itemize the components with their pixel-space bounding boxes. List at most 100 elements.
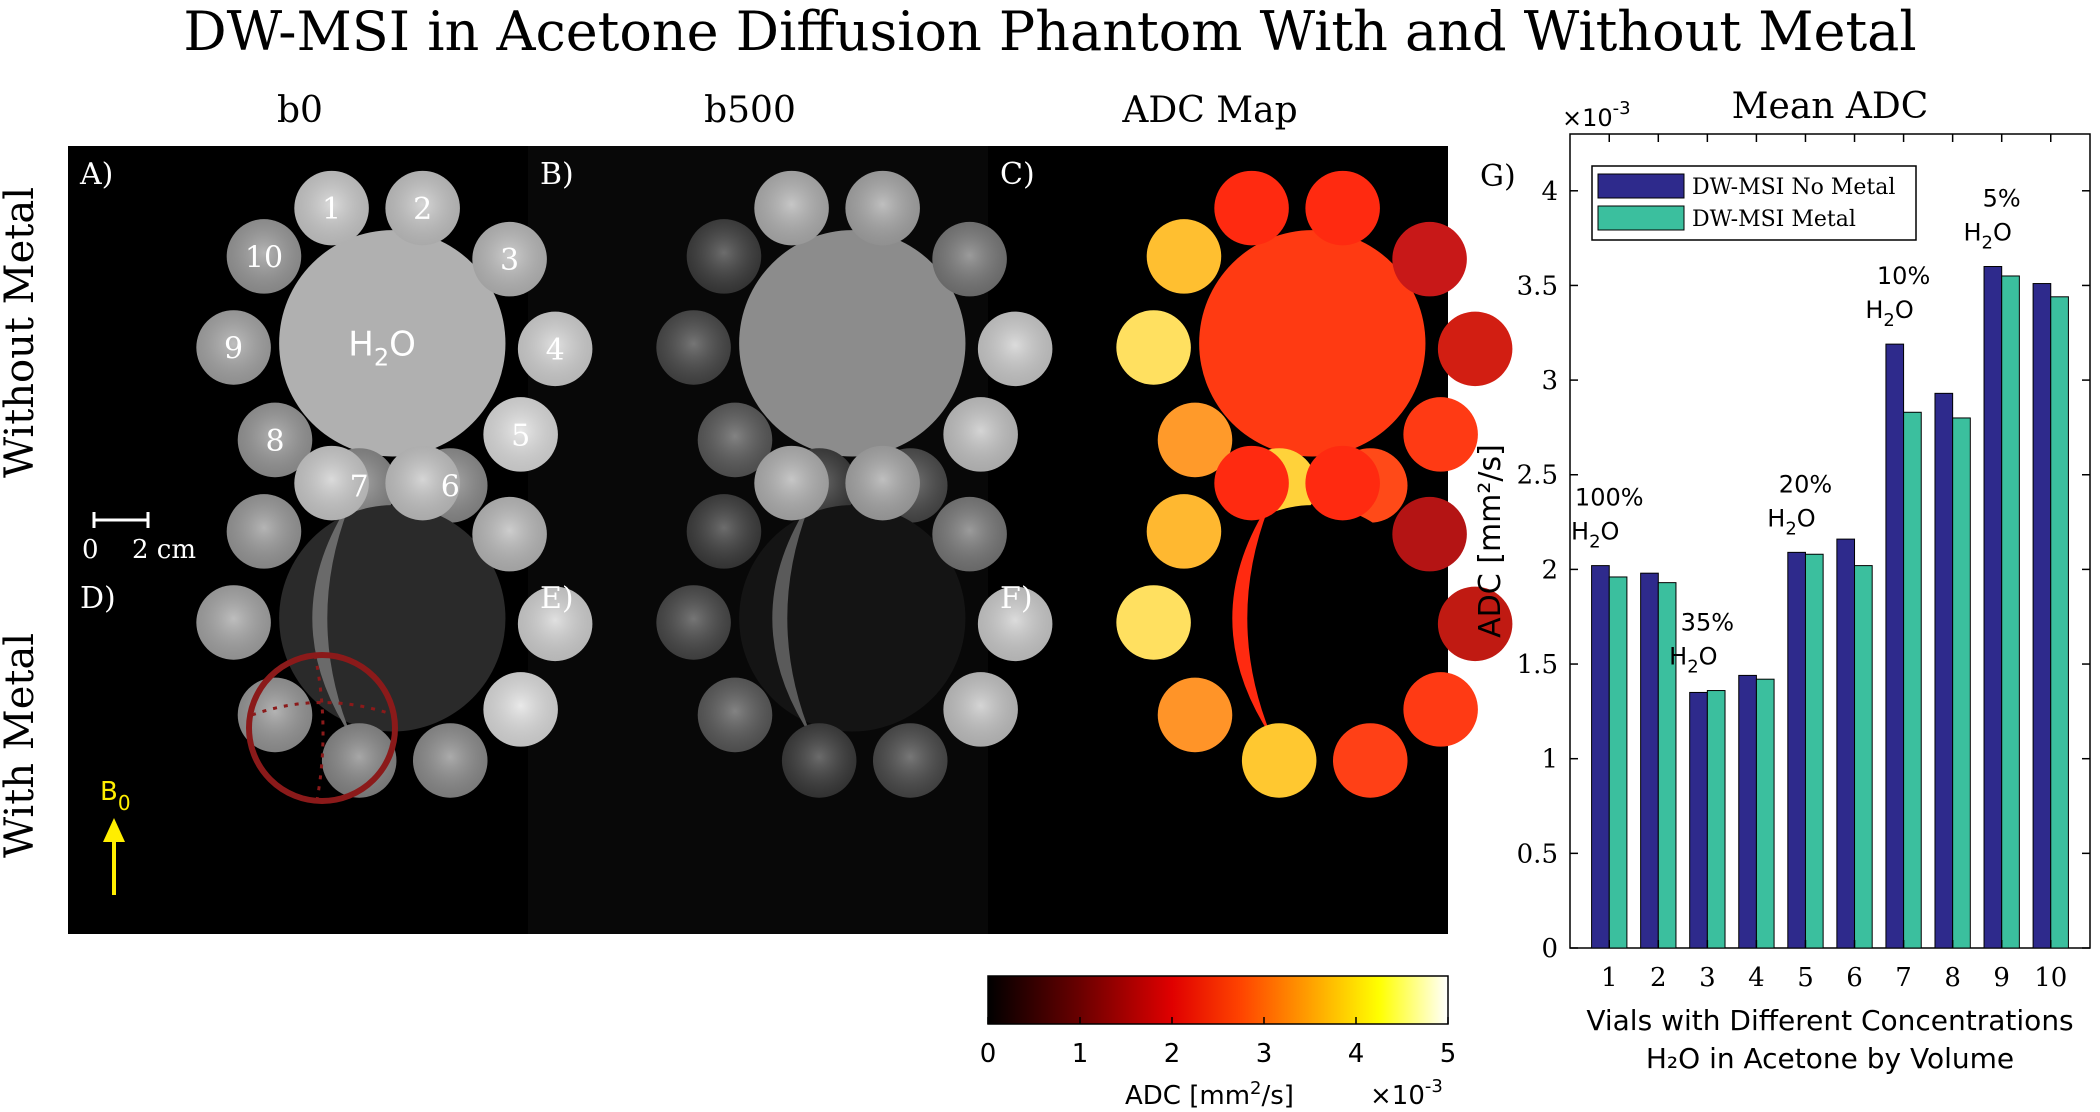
y-axis-label: ADC [mm²/s] [1473, 444, 1508, 638]
vial-8 [1157, 402, 1233, 478]
bar-metal-6 [1854, 565, 1873, 949]
y-tick-label: 1 [1541, 745, 1558, 775]
colorbar-tick-label: 4 [1348, 1039, 1365, 1069]
center-vial [739, 230, 966, 457]
metal-crescent-artifact [312, 498, 353, 739]
center-vial [1199, 230, 1426, 457]
y-tick-label: 0 [1541, 934, 1558, 964]
column-title-b0: b0 [277, 90, 323, 131]
panel-letter-g: G) [1480, 159, 1516, 194]
vial-9 [1116, 310, 1191, 385]
phantom-panel-2-1 [1116, 445, 1513, 798]
scale-bar: 0 2 cm [82, 512, 196, 565]
bar-metal-9 [2001, 275, 2020, 949]
x-tick-label: 4 [1748, 963, 1765, 993]
x-tick-label: 8 [1944, 963, 1961, 993]
vial-label-5: 5 [511, 418, 530, 453]
vial-label-10: 10 [245, 240, 283, 275]
column-title-adc-map: ADC Map [1122, 90, 1298, 131]
vial-2 [1305, 170, 1380, 246]
phantom-panel-1-0 [656, 170, 1053, 523]
bar-chart: Mean ADC ×10-3 G) 0 0.5 1 1.5 2 2.5 3 3.5 4 1 2 3 4… [1473, 86, 2091, 1075]
metal-crescent-artifact [1232, 498, 1273, 739]
bar-no-metal-4 [1738, 674, 1757, 949]
vial-label-8: 8 [265, 424, 284, 459]
legend-label-metal: DW-MSI Metal [1692, 207, 1856, 232]
page-title: DW-MSI in Acetone Diffusion Phantom With… [183, 0, 1917, 63]
vial-10 [1146, 219, 1222, 294]
colorbar-tick-label: 0 [980, 1039, 997, 1069]
center-vial [279, 230, 506, 457]
bar-annotation-water: H2O [1767, 504, 1815, 539]
bar-annotation-water: H2O [1571, 518, 1619, 553]
metal-crescent-artifact [772, 498, 813, 739]
svg-text:B0: B0 [100, 777, 131, 815]
bar-metal-2 [1657, 582, 1677, 949]
vial-label-2: 2 [413, 192, 432, 227]
phantom-panel-0-1 [196, 445, 593, 798]
bar-metal-8 [1952, 417, 1971, 949]
y-tick-label: 2 [1541, 555, 1558, 585]
bar-metal-4 [1755, 678, 1775, 949]
bar-no-metal-6 [1836, 538, 1856, 949]
bar-no-metal-2 [1640, 572, 1659, 949]
y-tick-label: 3.5 [1517, 271, 1558, 301]
vial-label-9: 9 [224, 331, 243, 366]
y-tick-label: 2.5 [1517, 461, 1558, 491]
vial-4 [1437, 586, 1513, 662]
center-vial [739, 505, 966, 732]
y-tick-label: 1.5 [1517, 650, 1558, 680]
vial-5 [1403, 397, 1478, 472]
bar-annotation-water: H2O [1865, 296, 1913, 331]
y-multiplier: ×10-3 [1562, 98, 1631, 132]
panel-letter-d: D) [80, 581, 116, 616]
column-title-b500: b500 [704, 90, 796, 131]
colorbar-gradient [987, 975, 1449, 1025]
vial-8 [1157, 677, 1233, 753]
panel-letter-e: E) [540, 581, 574, 616]
panel-letter-c: C) [1000, 157, 1035, 192]
b0-label: B [100, 777, 118, 807]
x-tick-label: 3 [1699, 963, 1716, 993]
y-tick-label: 0.5 [1517, 839, 1558, 869]
vial-label-4: 4 [546, 333, 565, 368]
colorbar-tick-label: 1 [1072, 1039, 1089, 1069]
phantom-images: 1 2 3 4 5 6 7 8 9 10 H2O [196, 170, 1513, 798]
chart-title: Mean ADC [1732, 86, 1929, 127]
vial-3 [1392, 496, 1467, 572]
bar-no-metal-10 [2032, 283, 2052, 949]
x-tick-label: 2 [1650, 963, 1667, 993]
bar-annotation-percent: 20% [1779, 470, 1832, 498]
vial-label-6: 6 [441, 469, 460, 504]
bar-annotation-percent: 5% [1983, 185, 2021, 213]
vial-4 [1437, 311, 1513, 387]
vial-1 [1214, 445, 1289, 521]
phantom-panel-1-1 [656, 445, 1053, 798]
legend-swatch-metal [1597, 205, 1685, 231]
colorbar-tick-label: 5 [1440, 1039, 1457, 1069]
x-axis-label-line-2: H₂O in Acetone by Volume [1646, 1042, 2014, 1075]
bar-no-metal-7 [1885, 343, 1905, 949]
vial-9 [1116, 585, 1191, 660]
bar-metal-5 [1804, 553, 1824, 949]
panel-letter-b: B) [540, 157, 574, 192]
vial-10 [1146, 494, 1222, 569]
center-vial [1199, 505, 1426, 732]
bar-annotation-percent: 10% [1877, 262, 1930, 290]
x-tick-label: 6 [1846, 963, 1863, 993]
legend: DW-MSI No Metal DW-MSI Metal [1591, 165, 1917, 241]
y-tick-label: 3 [1541, 366, 1558, 396]
vial-3 [1392, 221, 1467, 297]
bar-annotation-percent: 100% [1575, 484, 1644, 512]
bar-metal-7 [1903, 411, 1922, 949]
bar-annotation-water: H2O [1669, 643, 1717, 678]
panel-letter-a: A) [79, 157, 113, 192]
bar-no-metal-8 [1934, 392, 1954, 949]
bar-no-metal-9 [1983, 266, 2003, 949]
y-tick-label: 4 [1541, 177, 1558, 207]
vial-label-7: 7 [350, 469, 369, 504]
phantom-panel-2-0 [1116, 170, 1513, 523]
vial-5 [1403, 672, 1478, 747]
bar-no-metal-1 [1591, 565, 1610, 949]
